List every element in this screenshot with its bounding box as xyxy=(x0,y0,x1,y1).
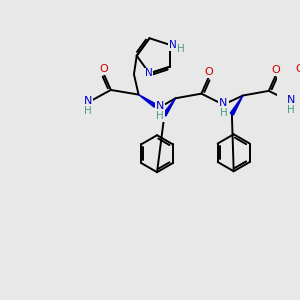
Text: N: N xyxy=(287,95,295,105)
Polygon shape xyxy=(230,95,243,115)
Text: N: N xyxy=(156,101,164,111)
Text: H: H xyxy=(220,108,227,118)
Text: H: H xyxy=(84,106,92,116)
Polygon shape xyxy=(163,98,175,116)
Text: O: O xyxy=(99,64,108,74)
Text: H: H xyxy=(177,44,185,54)
Polygon shape xyxy=(139,94,156,107)
Text: N: N xyxy=(219,98,228,108)
Text: O: O xyxy=(296,64,300,74)
Text: N: N xyxy=(169,40,177,50)
Text: H: H xyxy=(156,111,164,121)
Text: O: O xyxy=(272,64,280,75)
Text: N: N xyxy=(145,68,152,78)
Text: H: H xyxy=(287,105,295,115)
Text: N: N xyxy=(84,96,92,106)
Text: O: O xyxy=(204,68,213,77)
